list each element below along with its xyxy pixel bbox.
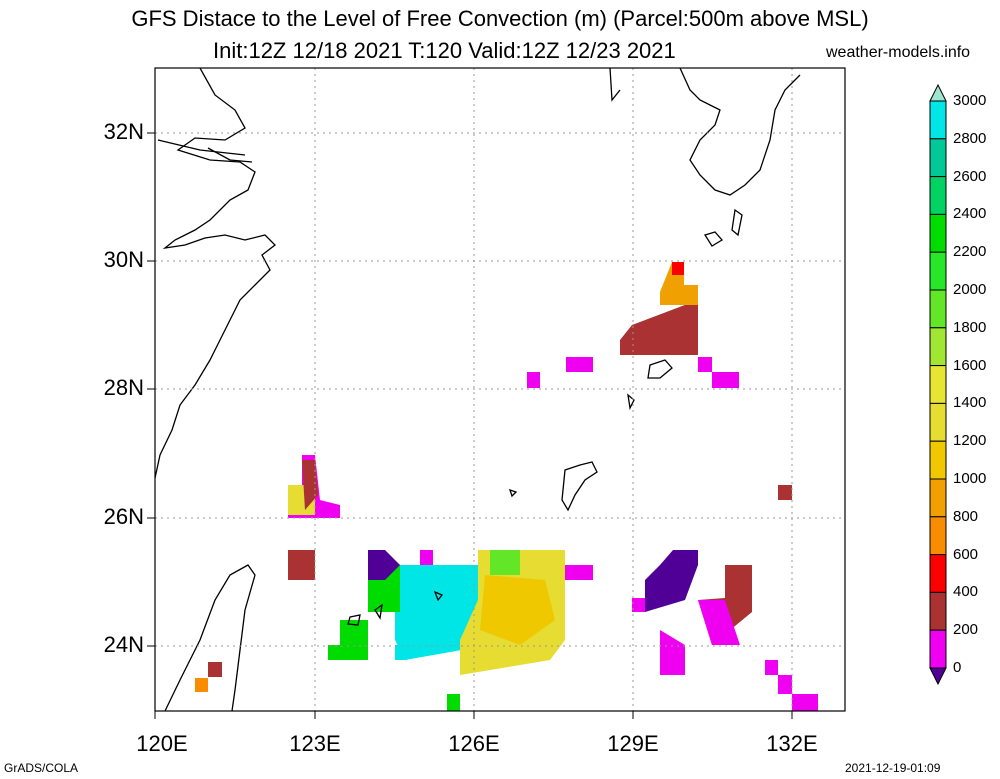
colorbar-segment <box>929 100 947 140</box>
field-patch-ne7 <box>712 372 739 388</box>
colorbar-label: 2200 <box>953 243 987 261</box>
field-patch-mix1 <box>420 550 433 565</box>
colorbar-segment <box>929 440 947 480</box>
colorbar-label: 600 <box>953 545 979 563</box>
chart-title: GFS Distace to the Level of Free Convect… <box>131 6 869 31</box>
field-patch-se8 <box>792 694 818 711</box>
field-patch-ne1 <box>620 300 698 355</box>
colorbar-segment <box>929 516 947 556</box>
lon-label: 129E <box>607 731 659 756</box>
coastline <box>155 68 801 711</box>
field-patch-ne8 <box>778 485 792 500</box>
footer-left: GrADS/COLA <box>4 761 79 775</box>
field-patch-ne2 <box>660 262 698 305</box>
colorbar-label: 800 <box>953 507 979 525</box>
colorbar-segment <box>929 138 947 178</box>
colorbar-segment <box>929 213 947 253</box>
colorbar-segment <box>929 365 947 404</box>
colorbar-segment <box>929 591 947 631</box>
colorbar-segment <box>929 176 947 215</box>
colorbar-label: 1200 <box>953 432 987 450</box>
field-patch-ne5 <box>527 372 540 388</box>
field-patch-se3 <box>698 600 740 645</box>
colorbar-segment <box>929 629 947 669</box>
field-patch-se7 <box>778 675 792 694</box>
chart-subtitle: Init:12Z 12/18 2021 T:120 Valid:12Z 12/2… <box>213 38 676 63</box>
colorbar-label: 1800 <box>953 318 987 336</box>
lon-label: 123E <box>289 731 341 756</box>
field-patch-purple <box>368 550 400 580</box>
colorbar-segment <box>929 478 947 518</box>
lon-label: 120E <box>136 731 188 756</box>
lon-label: 126E <box>448 731 500 756</box>
colorbar <box>929 83 947 686</box>
site-label: weather-models.info <box>826 44 971 61</box>
colorbar-label: 0 <box>953 659 962 676</box>
colorbar-segment <box>929 402 947 442</box>
colorbar-label: 3000 <box>953 92 987 109</box>
colorbar-label: 1600 <box>953 356 987 374</box>
lat-label: 26N <box>103 504 144 529</box>
axis-ticks <box>147 132 793 719</box>
lon-label: 132E <box>766 731 818 756</box>
colorbar-label: 1000 <box>953 470 987 487</box>
field-patch-ne3 <box>672 262 684 275</box>
colorbar-label: 1400 <box>953 394 987 412</box>
colorbar-label: 2600 <box>953 167 987 185</box>
colorbar-label: 2000 <box>953 281 987 298</box>
colorbar-bottom-arrow <box>929 667 947 686</box>
footer-right: 2021-12-19-01:09 <box>845 761 941 775</box>
colorbar-segment <box>929 554 947 593</box>
field-patch-lightgreen <box>490 550 520 575</box>
lat-label: 30N <box>103 247 144 272</box>
lat-label: 32N <box>103 119 144 144</box>
colorbar-top-arrow <box>929 83 947 102</box>
field-patch-sw2 <box>195 678 208 692</box>
plot-frame <box>154 67 846 712</box>
field-patch-ne4 <box>566 357 593 372</box>
field-patch-sw1 <box>208 662 222 677</box>
colorbar-segment <box>929 251 947 291</box>
field-patch-green2 <box>328 620 368 660</box>
field-patch-west1 <box>288 550 315 580</box>
grid-lines <box>155 68 845 711</box>
field-patch-se4 <box>660 630 685 675</box>
field-patch-se5 <box>632 598 645 612</box>
field-patch-se1 <box>645 550 698 612</box>
colorbar-label: 200 <box>953 621 979 639</box>
field-patch-cyan2 <box>395 645 407 660</box>
field-patch-ne6 <box>698 357 712 372</box>
field-patch-magenta <box>565 565 593 580</box>
colorbar-segment <box>929 327 947 367</box>
data-field <box>155 68 818 711</box>
field-patch-west4 <box>302 460 318 510</box>
colorbar-label: 2800 <box>953 129 987 147</box>
field-patch-se6 <box>765 660 778 675</box>
field-patch-gold <box>480 575 555 645</box>
colorbar-segment <box>929 289 947 329</box>
lat-label: 24N <box>103 632 144 657</box>
colorbar-label: 2400 <box>953 205 987 223</box>
lat-label: 28N <box>103 375 144 400</box>
colorbar-label: 400 <box>953 583 979 601</box>
field-patch-green3 <box>447 694 460 711</box>
